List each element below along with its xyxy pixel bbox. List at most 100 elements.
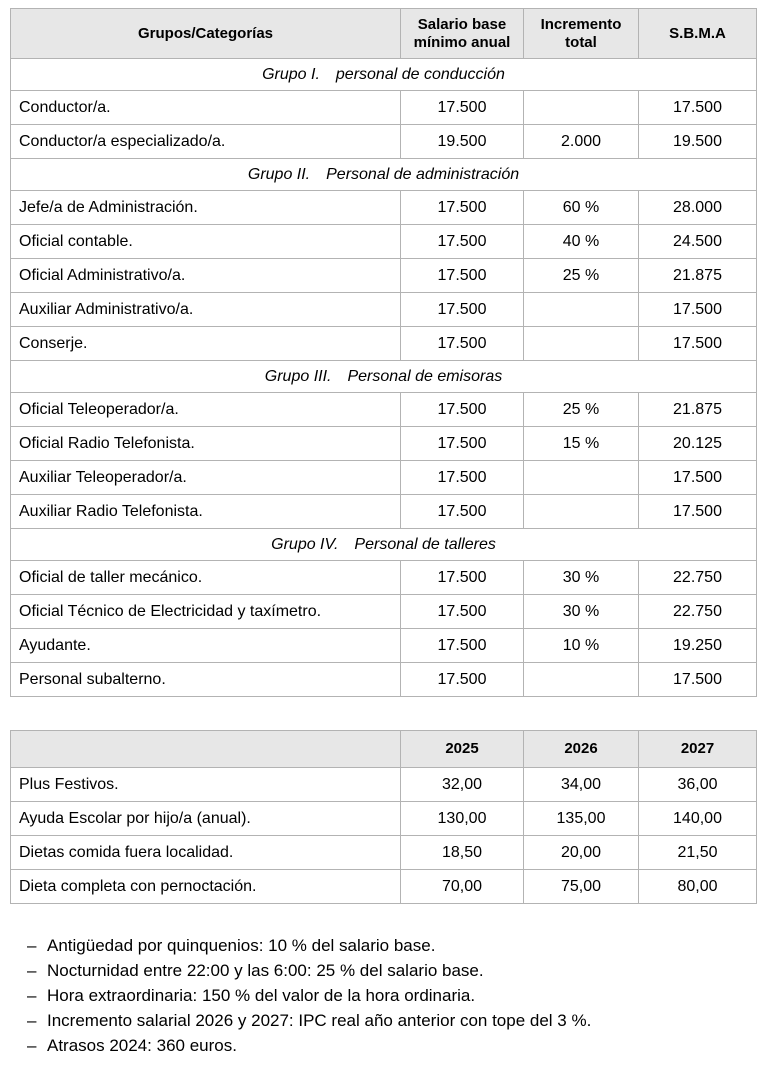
concept-cell: Dietas comida fuera localidad.	[10, 835, 401, 870]
table-row: Plus Festivos. 32,00 34,00 36,00	[10, 767, 757, 802]
table-header-row: Grupos/Categorías Salario base mínimo an…	[10, 8, 757, 59]
increment-cell: 25 %	[523, 258, 639, 293]
increment-cell: 10 %	[523, 628, 639, 663]
increment-cell	[523, 292, 639, 327]
increment-cell	[523, 494, 639, 529]
dash-bullet: –	[27, 936, 37, 955]
table-row: Personal subalterno. 17.500 17.500	[10, 662, 757, 697]
category-cell: Personal subalterno.	[10, 662, 401, 697]
note-item: – Atrasos 2024: 360 euros.	[27, 1033, 756, 1058]
note-text: Antigüedad por quinquenios: 10 % del sal…	[47, 936, 436, 955]
note-text: Nocturnidad entre 22:00 y las 6:00: 25 %…	[47, 961, 484, 980]
group-header-row: Grupo IV. Personal de talleres	[10, 528, 757, 561]
amount-2025-cell: 130,00	[400, 801, 524, 836]
base-salary-cell: 17.500	[400, 224, 524, 259]
sbma-cell: 21.875	[638, 392, 757, 427]
sbma-cell: 17.500	[638, 662, 757, 697]
dash-bullet: –	[27, 986, 37, 1005]
base-salary-cell: 17.500	[400, 662, 524, 697]
column-header-categories: Grupos/Categorías	[10, 8, 401, 59]
column-header-2025: 2025	[400, 730, 524, 768]
base-salary-cell: 17.500	[400, 190, 524, 225]
category-cell: Auxiliar Administrativo/a.	[10, 292, 401, 327]
amount-2025-cell: 18,50	[400, 835, 524, 870]
base-salary-cell: 19.500	[400, 124, 524, 159]
amount-2027-cell: 80,00	[638, 869, 757, 904]
dash-bullet: –	[27, 961, 37, 980]
category-cell: Conductor/a especializado/a.	[10, 124, 401, 159]
base-salary-cell: 17.500	[400, 292, 524, 327]
amount-2026-cell: 135,00	[523, 801, 639, 836]
base-salary-cell: 17.500	[400, 460, 524, 495]
note-text: Incremento salarial 2026 y 2027: IPC rea…	[47, 1011, 592, 1030]
category-cell: Oficial Administrativo/a.	[10, 258, 401, 293]
category-cell: Jefe/a de Administración.	[10, 190, 401, 225]
increment-cell	[523, 662, 639, 697]
table-row: Conductor/a. 17.500 17.500	[10, 90, 757, 125]
notes-list: – Antigüedad por quinquenios: 10 % del sa…	[10, 933, 756, 1058]
amount-2026-cell: 34,00	[523, 767, 639, 802]
column-header-sbma: S.B.M.A	[638, 8, 757, 59]
increment-cell: 40 %	[523, 224, 639, 259]
table-row: Oficial de taller mecánico. 17.500 30 % …	[10, 560, 757, 595]
table-row: Oficial Radio Telefonista. 17.500 15 % 2…	[10, 426, 757, 461]
note-item: – Hora extraordinaria: 150 % del valor de…	[27, 983, 756, 1008]
sbma-cell: 17.500	[638, 292, 757, 327]
table-row: Conserje. 17.500 17.500	[10, 326, 757, 361]
note-text: Hora extraordinaria: 150 % del valor de …	[47, 986, 476, 1005]
sbma-cell: 17.500	[638, 460, 757, 495]
group-header-row: Grupo II. Personal de administración	[10, 158, 757, 191]
group-title-2: Grupo II. Personal de administración	[10, 158, 757, 191]
amount-2025-cell: 70,00	[400, 869, 524, 904]
base-salary-cell: 17.500	[400, 628, 524, 663]
table-row: Auxiliar Administrativo/a. 17.500 17.500	[10, 292, 757, 327]
table-row: Ayudante. 17.500 10 % 19.250	[10, 628, 757, 663]
sbma-cell: 17.500	[638, 326, 757, 361]
sbma-cell: 19.500	[638, 124, 757, 159]
sbma-cell: 17.500	[638, 494, 757, 529]
amount-2025-cell: 32,00	[400, 767, 524, 802]
amount-2027-cell: 21,50	[638, 835, 757, 870]
amount-2027-cell: 36,00	[638, 767, 757, 802]
table-row: Auxiliar Teleoperador/a. 17.500 17.500	[10, 460, 757, 495]
group-title-4: Grupo IV. Personal de talleres	[10, 528, 757, 561]
category-cell: Ayudante.	[10, 628, 401, 663]
note-item: – Antigüedad por quinquenios: 10 % del sa…	[27, 933, 756, 958]
table-row: Oficial contable. 17.500 40 % 24.500	[10, 224, 757, 259]
table-row: Oficial Técnico de Electricidad y taxíme…	[10, 594, 757, 629]
dash-bullet: –	[27, 1011, 37, 1030]
increment-cell: 30 %	[523, 594, 639, 629]
concept-cell: Ayuda Escolar por hijo/a (anual).	[10, 801, 401, 836]
table-row: Oficial Teleoperador/a. 17.500 25 % 21.8…	[10, 392, 757, 427]
note-item: – Incremento salarial 2026 y 2027: IPC re…	[27, 1008, 756, 1033]
base-salary-cell: 17.500	[400, 258, 524, 293]
base-salary-cell: 17.500	[400, 494, 524, 529]
note-text: Atrasos 2024: 360 euros.	[47, 1036, 237, 1055]
table-row: Auxiliar Radio Telefonista. 17.500 17.50…	[10, 494, 757, 529]
base-salary-cell: 17.500	[400, 426, 524, 461]
sbma-cell: 19.250	[638, 628, 757, 663]
salary-groups-table: Grupos/Categorías Salario base mínimo an…	[10, 8, 757, 697]
column-header-base-salary: Salario base mínimo anual	[400, 8, 524, 59]
category-cell: Auxiliar Radio Telefonista.	[10, 494, 401, 529]
category-cell: Oficial de taller mecánico.	[10, 560, 401, 595]
column-header-increment: Incremento total	[523, 8, 639, 59]
sbma-cell: 22.750	[638, 560, 757, 595]
dash-bullet: –	[27, 1036, 37, 1055]
base-salary-cell: 17.500	[400, 560, 524, 595]
sbma-cell: 28.000	[638, 190, 757, 225]
concept-cell: Dieta completa con pernoctación.	[10, 869, 401, 904]
base-salary-cell: 17.500	[400, 392, 524, 427]
group-header-row: Grupo I. personal de conducción	[10, 58, 757, 91]
category-cell: Oficial contable.	[10, 224, 401, 259]
group-header-row: Grupo III. Personal de emisoras	[10, 360, 757, 393]
column-header-empty	[10, 730, 401, 768]
category-cell: Oficial Técnico de Electricidad y taxíme…	[10, 594, 401, 629]
group-title-1: Grupo I. personal de conducción	[10, 58, 757, 91]
increment-cell: 25 %	[523, 392, 639, 427]
increment-cell: 60 %	[523, 190, 639, 225]
table-row: Conductor/a especializado/a. 19.500 2.00…	[10, 124, 757, 159]
group-title-3: Grupo III. Personal de emisoras	[10, 360, 757, 393]
table-header-row: 2025 2026 2027	[10, 730, 757, 768]
